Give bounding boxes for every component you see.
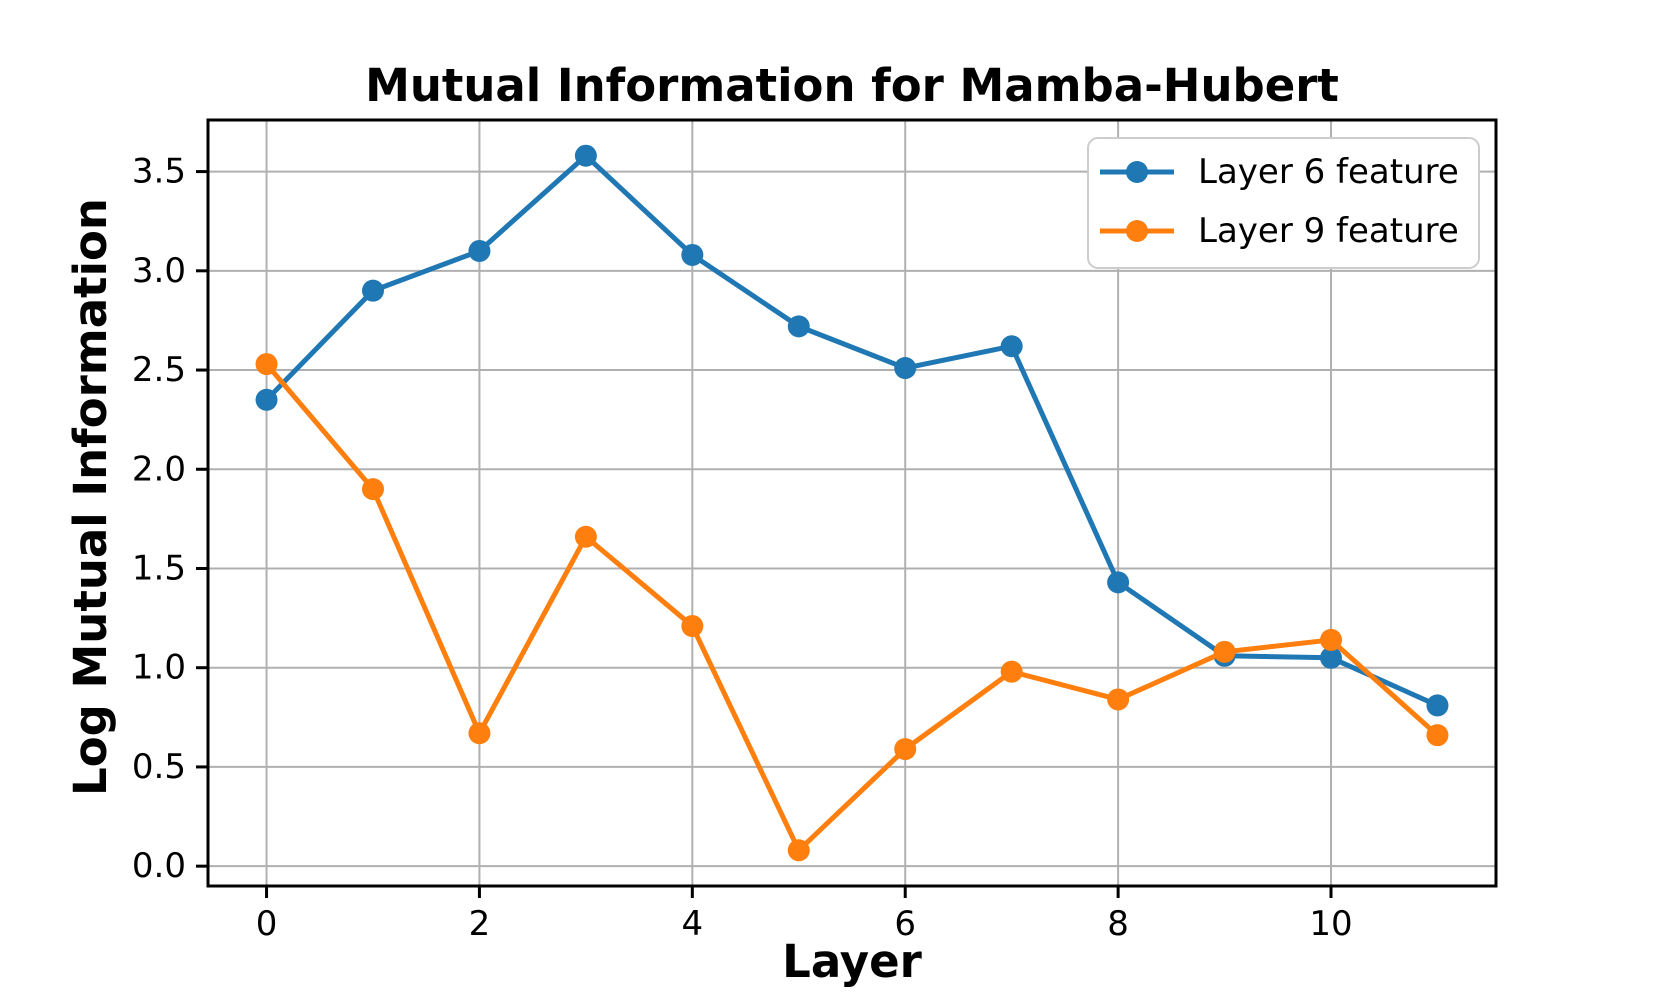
y-axis-label: Log Mutual Information (64, 198, 117, 796)
data-point-marker (1000, 660, 1023, 683)
legend: Layer 6 feature Layer 9 feature (1087, 137, 1480, 269)
x-tick-label: 10 (1309, 904, 1352, 944)
data-point-marker (1107, 688, 1130, 711)
data-point-marker (1320, 628, 1343, 651)
data-point-marker (574, 525, 597, 548)
y-tick-label: 0.0 (132, 846, 186, 886)
series-line-layer-9-feature (264, 361, 1440, 853)
y-tick-label: 1.0 (132, 648, 186, 688)
data-point-marker (787, 315, 810, 338)
y-tick-label: 3.0 (132, 251, 186, 291)
legend-marker (1126, 161, 1148, 183)
x-tick-label: 4 (682, 904, 704, 944)
y-tick-label: 2.0 (132, 449, 186, 489)
y-tick-label: 0.5 (132, 747, 186, 787)
data-point-marker (894, 738, 917, 761)
data-point-marker (681, 243, 704, 266)
y-tick-label: 3.5 (132, 152, 186, 192)
y-tick-label: 2.5 (132, 350, 186, 390)
data-point-marker (787, 839, 810, 862)
data-point-marker (1107, 571, 1130, 594)
x-tick-label: 6 (894, 904, 916, 944)
axis-ticks (196, 170, 1333, 898)
data-point-marker (1426, 694, 1449, 717)
x-tick-label: 2 (469, 904, 491, 944)
legend-marker (1126, 220, 1148, 242)
legend-box (1087, 137, 1480, 269)
x-axis-label: Layer (782, 935, 923, 988)
tick-labels: 0 2 4 6 8 10 0.0 0.5 1.0 1.5 2.0 2.5 3.0 3.5 (132, 152, 1353, 944)
data-point-marker (255, 388, 278, 411)
data-point-marker (1426, 724, 1449, 747)
data-point-marker (1320, 646, 1343, 669)
data-point-marker (681, 615, 704, 638)
data-point-marker (1000, 335, 1023, 358)
data-point-marker (468, 239, 491, 262)
legend-label: Layer 9 feature (1198, 211, 1459, 251)
data-point-marker (574, 144, 597, 167)
x-tick-label: 0 (256, 904, 278, 944)
data-point-marker (361, 279, 384, 302)
data-series (255, 144, 1449, 862)
data-point-marker (361, 478, 384, 501)
chart-title: Mutual Information for Mamba-Hubert (365, 59, 1339, 112)
y-tick-label: 1.5 (132, 548, 186, 588)
plot-border (206, 118, 1498, 888)
legend-label: Layer 6 feature (1198, 152, 1459, 192)
data-point-marker (1213, 640, 1236, 663)
data-point-marker (468, 722, 491, 745)
data-point-marker (894, 357, 917, 380)
series-line-layer-6-feature (264, 153, 1440, 708)
data-point-marker (255, 353, 278, 376)
x-tick-label: 8 (1107, 904, 1129, 944)
